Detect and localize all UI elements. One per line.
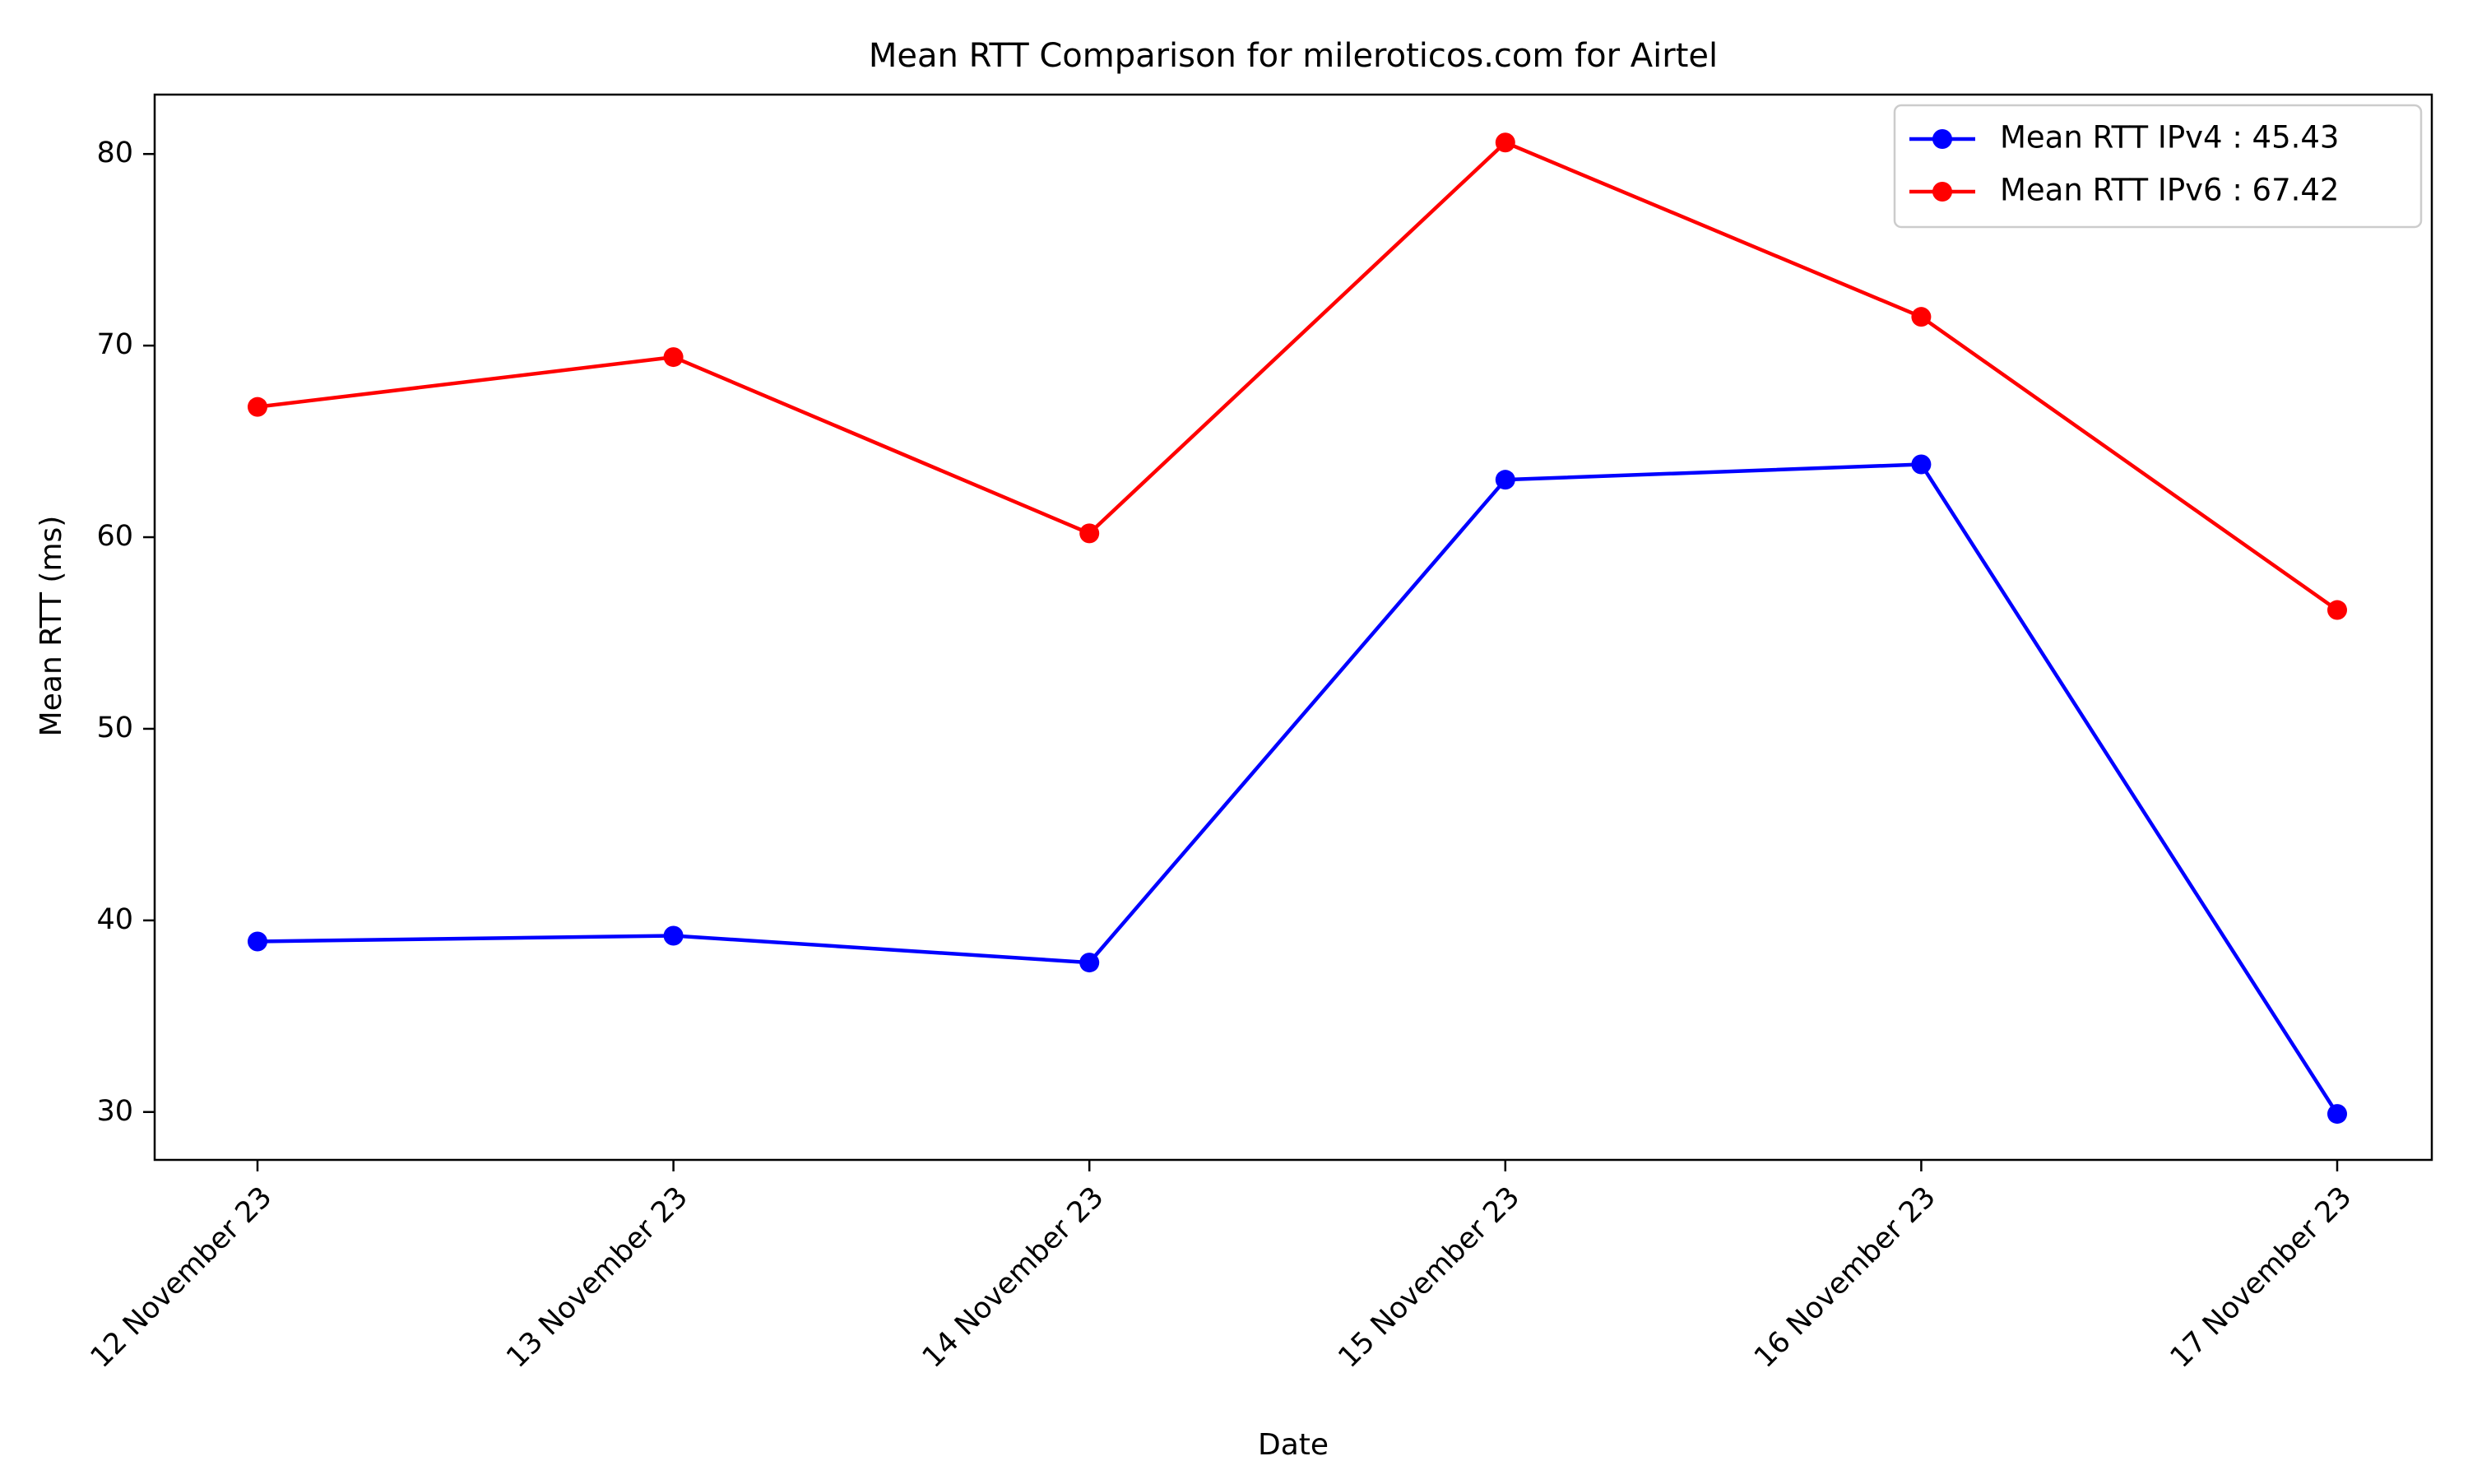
data-point-ipv4 — [663, 925, 684, 946]
plot-frame — [153, 93, 2433, 1162]
legend: Mean RTT IPv4 : 45.43 Mean RTT IPv6 : 67.… — [1893, 104, 2423, 229]
x-axis-label: Date — [1258, 1428, 1329, 1462]
data-point-ipv4 — [1911, 454, 1932, 475]
legend-marker-swatch — [1932, 182, 1952, 202]
y-tick-label: 80 — [96, 137, 133, 169]
legend-marker-swatch — [1932, 129, 1952, 149]
data-point-ipv6 — [1911, 307, 1932, 327]
series-line-ipv4 — [257, 462, 2339, 1115]
legend-entry-label: Mean RTT IPv4 : 45.43 — [2000, 120, 2339, 155]
y-tick-label: 40 — [96, 903, 133, 936]
data-point-ipv4 — [1495, 470, 1515, 490]
data-point-ipv6 — [248, 397, 267, 417]
y-tick-label: 60 — [96, 520, 133, 553]
chart-title: Mean RTT Comparison for mileroticos.com … — [869, 37, 1718, 75]
data-point-ipv4 — [2327, 1104, 2347, 1125]
data-point-ipv6 — [1079, 523, 1100, 544]
y-tick-label: 50 — [96, 712, 133, 744]
y-tick-label: 30 — [96, 1095, 133, 1128]
data-point-ipv4 — [248, 931, 267, 952]
data-point-ipv6 — [1495, 132, 1515, 153]
legend-box — [1893, 104, 2423, 229]
data-point-ipv4 — [1079, 953, 1100, 973]
series-line-ipv6 — [257, 140, 2339, 612]
data-point-ipv6 — [663, 347, 684, 368]
legend-entry-label: Mean RTT IPv6 : 67.42 — [2000, 173, 2339, 208]
y-axis-label: Mean RTT (ms) — [35, 516, 68, 737]
data-point-ipv6 — [2327, 600, 2347, 620]
y-tick-label: 70 — [96, 328, 133, 361]
